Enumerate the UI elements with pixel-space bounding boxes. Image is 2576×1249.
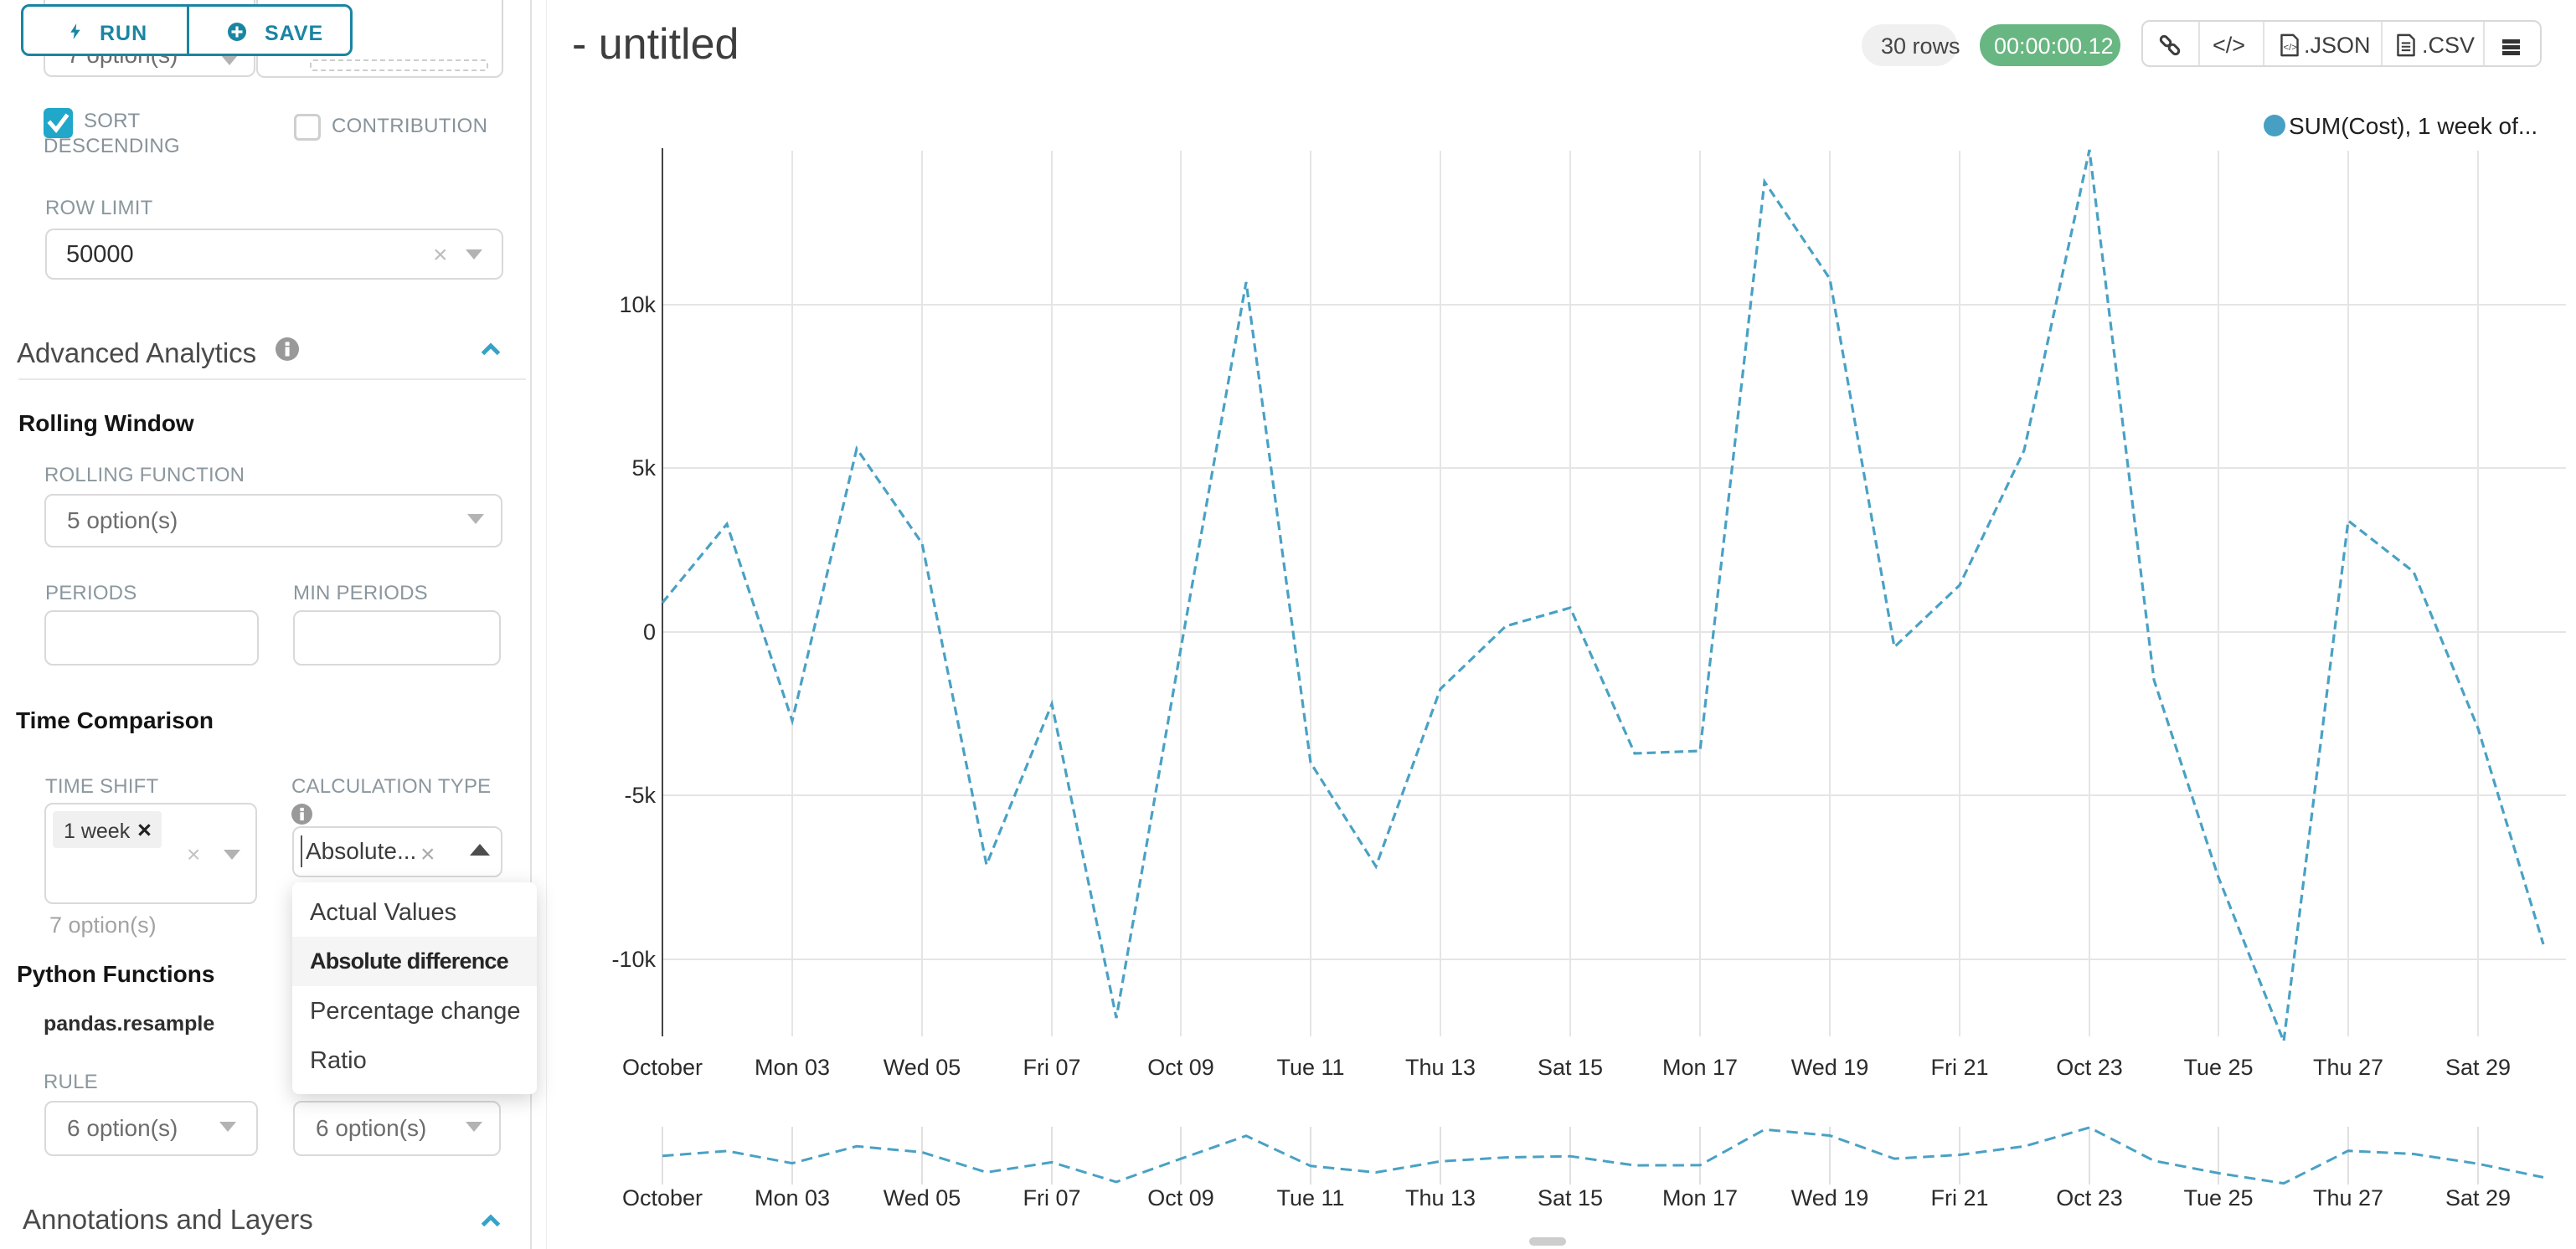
svg-text:Mon 03: Mon 03 [755, 1055, 830, 1080]
svg-text:Fri 21: Fri 21 [1930, 1055, 1988, 1080]
svg-text:Sat 29: Sat 29 [2445, 1055, 2511, 1080]
svg-text:October: October [622, 1185, 703, 1210]
svg-text:Sat 15: Sat 15 [1538, 1055, 1603, 1080]
svg-text:-10k: -10k [611, 947, 656, 972]
svg-text:Wed 05: Wed 05 [884, 1185, 961, 1210]
svg-text:5k: 5k [631, 455, 656, 481]
svg-text:Wed 19: Wed 19 [1791, 1055, 1869, 1080]
svg-text:SUM(Cost), 1 week of...: SUM(Cost), 1 week of... [2289, 113, 2537, 139]
svg-text:Oct 23: Oct 23 [2056, 1185, 2123, 1210]
svg-text:Tue 25: Tue 25 [2183, 1185, 2253, 1210]
svg-text:Thu 13: Thu 13 [1405, 1055, 1476, 1080]
svg-text:-5k: -5k [624, 783, 656, 808]
svg-text:Wed 19: Wed 19 [1791, 1185, 1869, 1210]
svg-text:Sat 15: Sat 15 [1538, 1185, 1603, 1210]
svg-text:October: October [622, 1055, 703, 1080]
svg-text:Mon 17: Mon 17 [1662, 1185, 1738, 1210]
svg-text:</>: </> [2284, 43, 2298, 53]
svg-text:Fri 07: Fri 07 [1023, 1055, 1080, 1080]
svg-text:Thu 13: Thu 13 [1405, 1185, 1476, 1210]
svg-text:Fri 21: Fri 21 [1930, 1185, 1988, 1210]
svg-text:10k: 10k [619, 292, 656, 317]
svg-text:Mon 17: Mon 17 [1662, 1055, 1738, 1080]
svg-text:Fri 07: Fri 07 [1023, 1185, 1080, 1210]
svg-text:Tue 11: Tue 11 [1276, 1055, 1344, 1080]
svg-text:Tue 25: Tue 25 [2183, 1055, 2253, 1080]
svg-text:Sat 29: Sat 29 [2445, 1185, 2511, 1210]
svg-text:0: 0 [643, 619, 656, 645]
svg-text:Oct 09: Oct 09 [1147, 1185, 1214, 1210]
svg-text:Oct 23: Oct 23 [2056, 1055, 2123, 1080]
svg-text:Thu 27: Thu 27 [2313, 1185, 2383, 1210]
svg-text:Wed 05: Wed 05 [884, 1055, 961, 1080]
svg-text:Mon 03: Mon 03 [755, 1185, 830, 1210]
svg-text:Tue 11: Tue 11 [1276, 1185, 1344, 1210]
svg-text:Thu 27: Thu 27 [2313, 1055, 2383, 1080]
svg-text:Oct 09: Oct 09 [1147, 1055, 1214, 1080]
